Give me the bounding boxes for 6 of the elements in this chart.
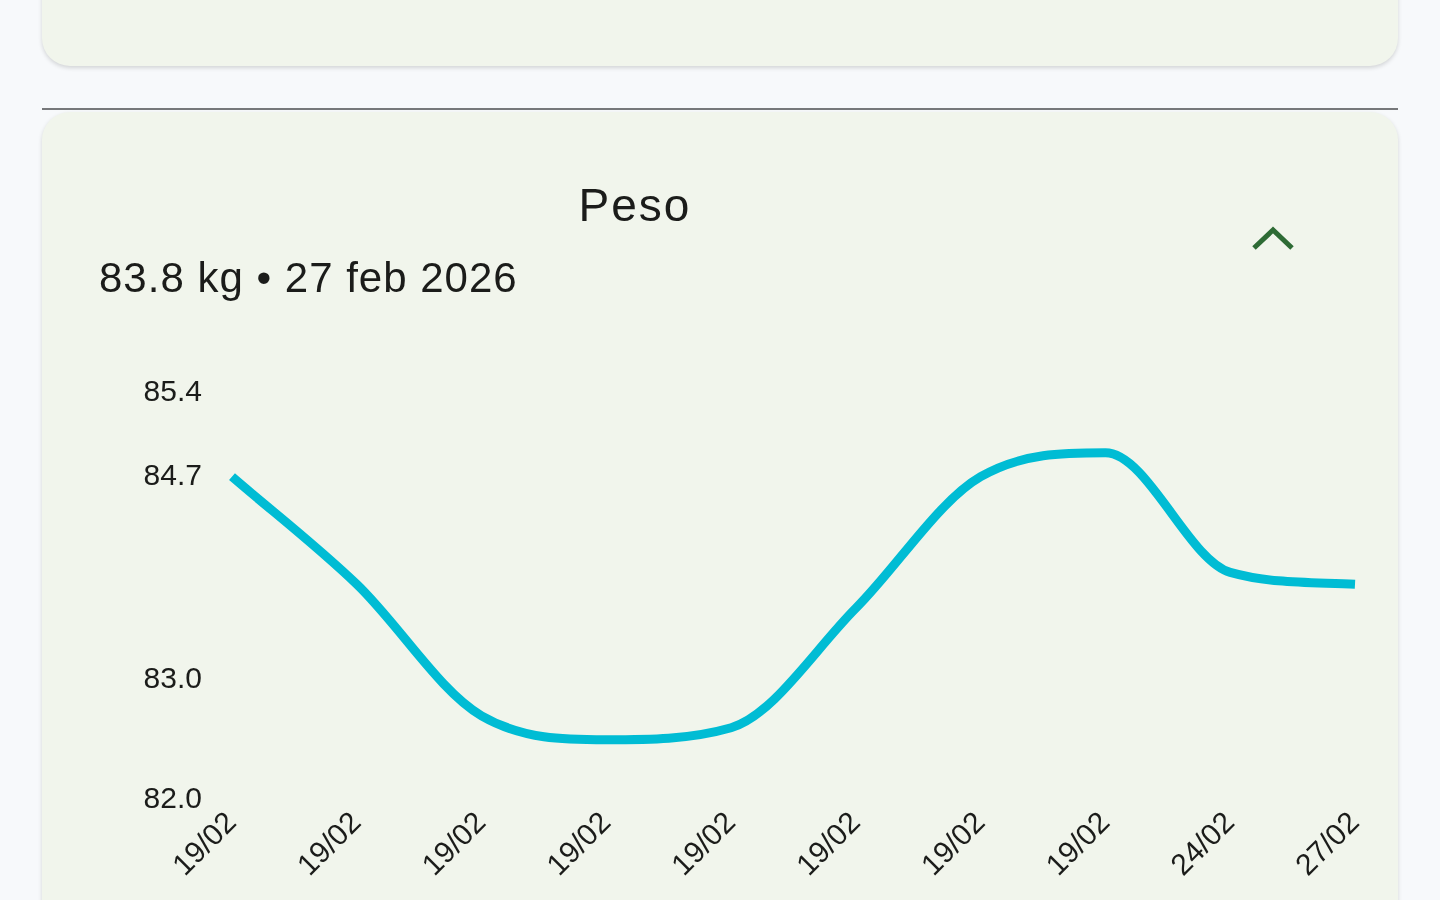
chart-subtitle: 83.8 kg • 27 feb 2026 [99,254,518,302]
y-tick-label: 82.0 [143,780,202,814]
y-tick-label: 85.4 [143,374,202,408]
y-tick-label: 84.7 [143,457,202,491]
y-tick-label: 83.0 [143,661,202,695]
chart-title: Peso [577,178,693,232]
